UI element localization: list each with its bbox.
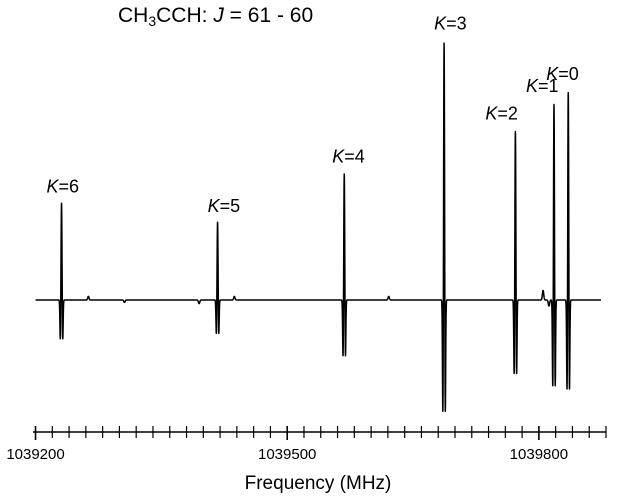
- spectrum-series: [34, 42, 602, 413]
- peak-labels: K=6 K=5 K=4 K=3 K=2 K=1K=0: [47, 13, 579, 215]
- peak-label-k: K=0: [546, 64, 579, 84]
- x-tick-label: 1039200: [6, 446, 64, 463]
- x-axis: [33, 426, 607, 440]
- title-quantum-value: = 61 - 60: [229, 4, 314, 27]
- peak-label-k: K=6: [47, 177, 80, 197]
- title-molecule-suffix: CCH:: [156, 4, 208, 27]
- x-tick-label: 1039500: [258, 446, 316, 463]
- chart-title: CH3CCH: J = 61 - 60: [118, 4, 313, 28]
- spectrum-trace: [34, 42, 602, 413]
- x-axis-label: Frequency (MHz): [244, 473, 392, 494]
- peak-label-k: K=5: [208, 196, 241, 216]
- peak-label-k: K=3: [434, 13, 467, 33]
- x-tick-labels: 1039200 1039500 1039800: [6, 446, 568, 463]
- peak-label-k: K=2: [485, 103, 518, 123]
- peak-label-k: K=1: [526, 76, 559, 96]
- title-quantum-symbol: J: [213, 4, 224, 27]
- x-tick-label: 1039800: [510, 446, 568, 463]
- peak-label-k: K=4: [332, 147, 365, 167]
- title-molecule-subscript: 3: [148, 13, 157, 29]
- title-molecule-prefix: CH: [118, 4, 149, 27]
